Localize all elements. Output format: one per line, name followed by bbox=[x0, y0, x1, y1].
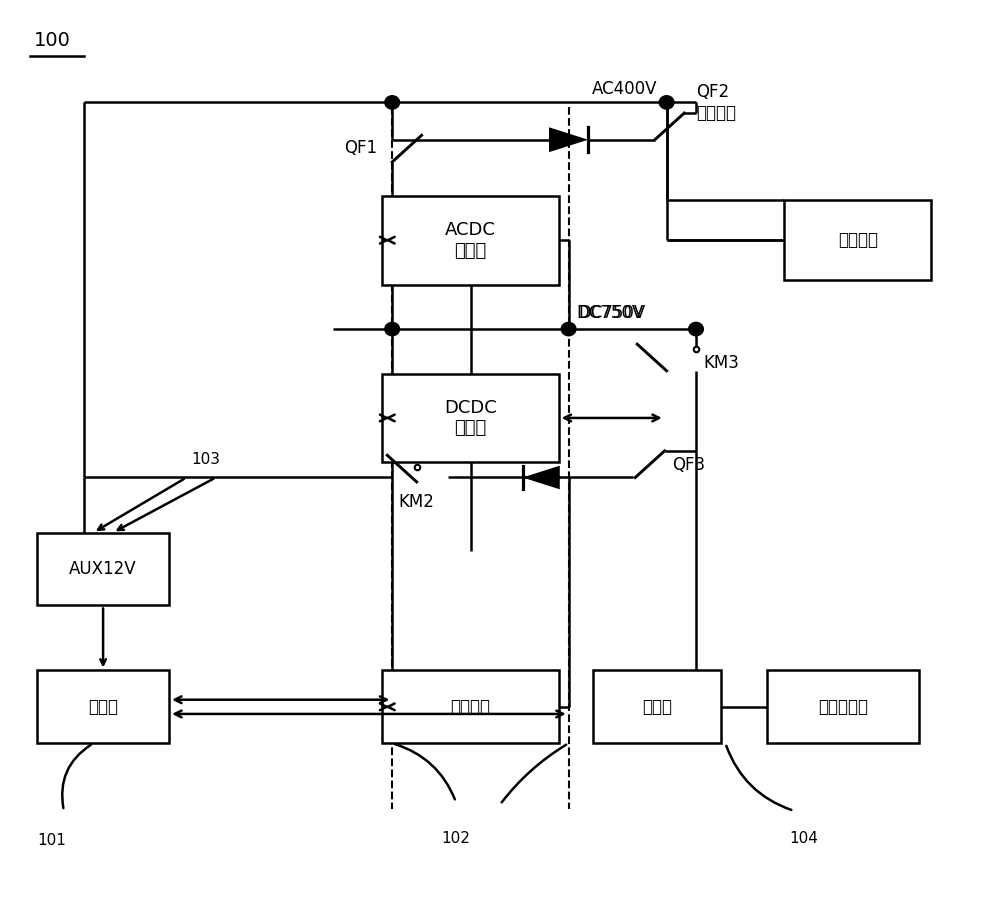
FancyBboxPatch shape bbox=[382, 196, 559, 285]
FancyBboxPatch shape bbox=[382, 670, 559, 743]
Text: 101: 101 bbox=[37, 833, 66, 848]
Circle shape bbox=[385, 96, 400, 109]
Text: QF2
电动操作: QF2 电动操作 bbox=[696, 83, 736, 122]
Text: 102: 102 bbox=[441, 831, 470, 846]
Text: 汇流箱: 汇流箱 bbox=[642, 697, 672, 716]
Text: AUX12V: AUX12V bbox=[69, 560, 137, 578]
FancyBboxPatch shape bbox=[37, 670, 169, 743]
Text: DC750V: DC750V bbox=[578, 305, 646, 322]
Text: ACDC
变流器: ACDC 变流器 bbox=[445, 220, 496, 259]
Text: 100: 100 bbox=[34, 32, 70, 51]
Text: 光伏电池板: 光伏电池板 bbox=[818, 697, 868, 716]
Circle shape bbox=[689, 322, 703, 336]
Text: KM2: KM2 bbox=[399, 493, 435, 511]
Text: 负荷接口: 负荷接口 bbox=[838, 231, 878, 249]
Circle shape bbox=[659, 96, 674, 109]
Text: 储能电池: 储能电池 bbox=[451, 697, 491, 716]
Circle shape bbox=[385, 322, 400, 336]
Text: DC750V: DC750V bbox=[576, 305, 644, 322]
FancyBboxPatch shape bbox=[37, 532, 169, 606]
Text: QF1: QF1 bbox=[344, 139, 378, 157]
Text: QF3: QF3 bbox=[672, 456, 706, 474]
Text: 103: 103 bbox=[191, 453, 220, 467]
Circle shape bbox=[561, 322, 576, 336]
FancyBboxPatch shape bbox=[767, 670, 919, 743]
FancyBboxPatch shape bbox=[382, 374, 559, 463]
Text: 控制器: 控制器 bbox=[88, 697, 118, 716]
Text: KM3: KM3 bbox=[704, 354, 740, 372]
Polygon shape bbox=[523, 465, 560, 489]
FancyBboxPatch shape bbox=[784, 200, 931, 280]
Text: 104: 104 bbox=[789, 831, 818, 846]
Text: AC400V: AC400V bbox=[592, 80, 658, 98]
Polygon shape bbox=[549, 127, 588, 152]
FancyBboxPatch shape bbox=[593, 670, 720, 743]
Text: DCDC
变流器: DCDC 变流器 bbox=[444, 398, 497, 437]
